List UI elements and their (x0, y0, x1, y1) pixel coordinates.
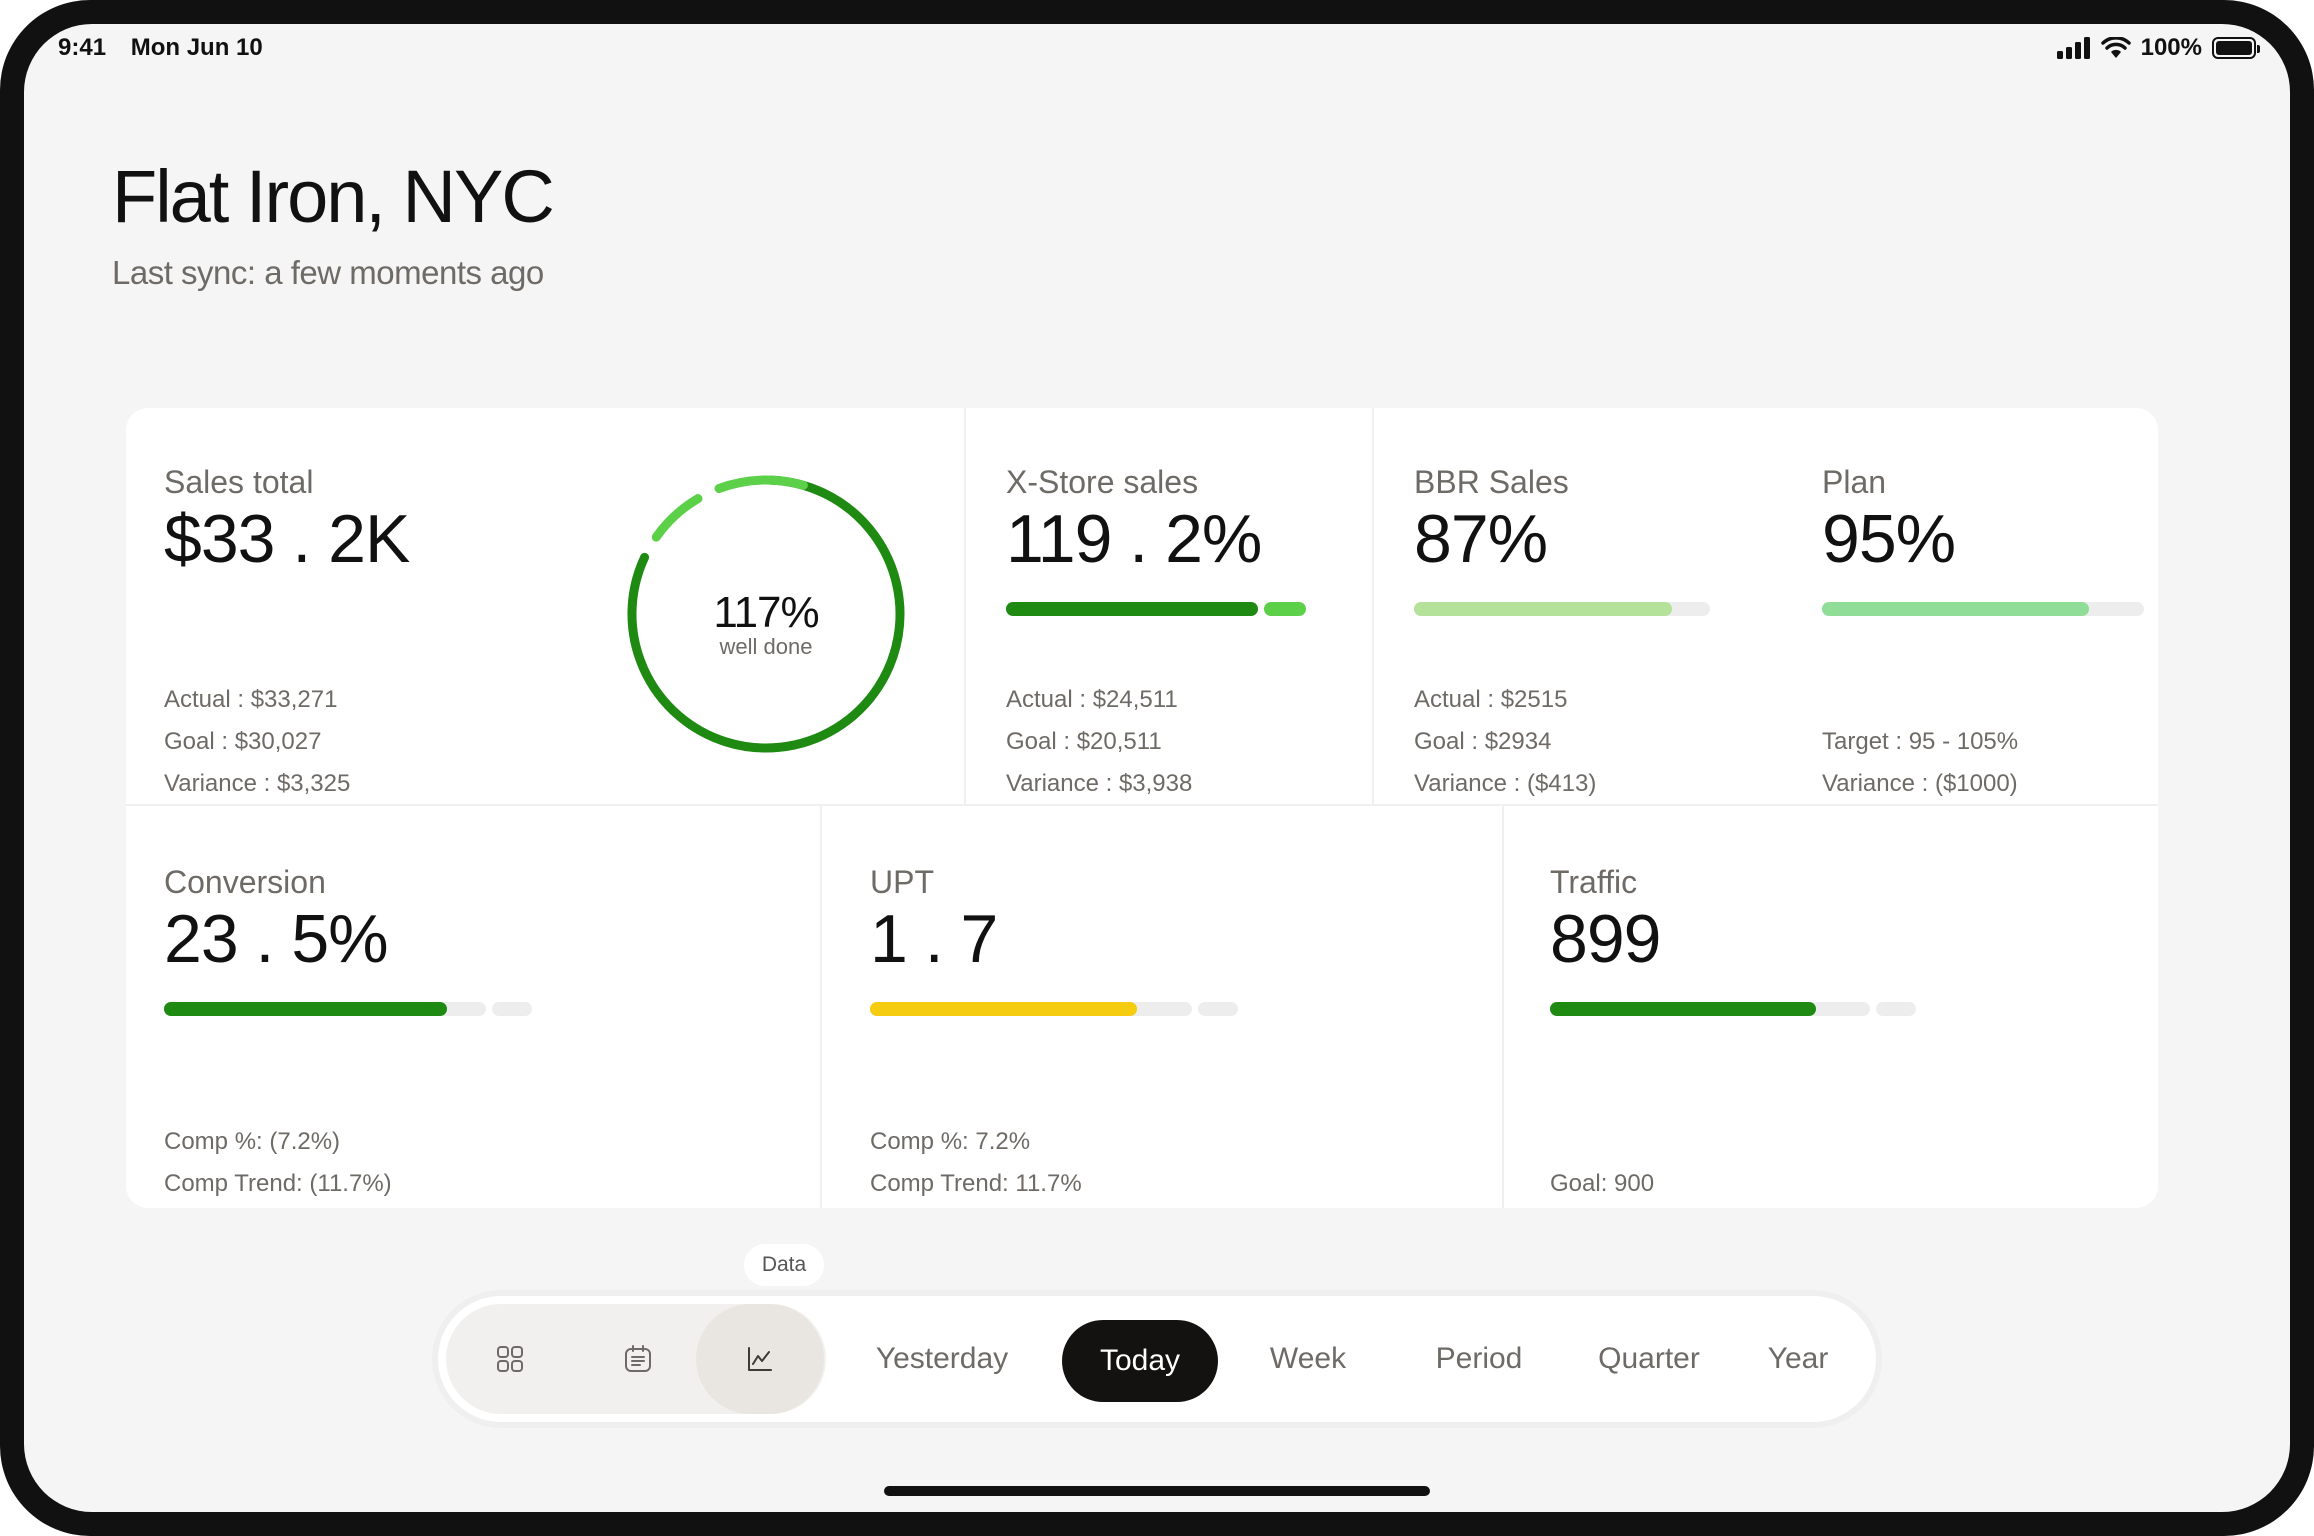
metric-variance: Variance : ($413) (1414, 770, 1597, 797)
screen: 9:41 Mon Jun 10 100% Flat Iron, (24, 24, 2290, 1512)
progress-bar-fill (1822, 602, 2090, 616)
wifi-icon (2100, 37, 2131, 58)
metric-value: 119 . 2% (1006, 501, 1262, 577)
tab-today[interactable]: Today (1062, 1320, 1218, 1402)
progress-bar-track-segment (1198, 1002, 1238, 1016)
divider (1502, 806, 1504, 1208)
metric-comp-trend: Comp Trend: (11.7%) (164, 1170, 392, 1197)
calendar-view-button[interactable] (574, 1304, 702, 1414)
view-switcher (446, 1304, 826, 1414)
grid-view-button[interactable] (446, 1304, 574, 1414)
progress-bar-fill (164, 1002, 448, 1016)
status-date: Mon Jun 10 (130, 34, 263, 61)
metric-value: 23 . 5% (164, 901, 389, 977)
metric-variance: Variance : ($1000) (1822, 770, 2018, 797)
metric-actual: Actual : $33,271 (164, 686, 338, 713)
ring-label: 117% well done (646, 588, 886, 660)
progress-bar-track (1414, 602, 1710, 616)
cellular-signal-icon (2056, 37, 2090, 59)
tab-year[interactable]: Year (1767, 1342, 1829, 1375)
battery-icon (2212, 37, 2260, 59)
line-chart-icon (748, 1347, 772, 1371)
ring-arc (627, 475, 905, 753)
metric-comp: Comp %: 7.2% (870, 1128, 1031, 1155)
progress-bar-fill (870, 1002, 1138, 1016)
metric-actual: Actual : $24,511 (1006, 686, 1178, 713)
metric-goal: Goal : $20,511 (1006, 728, 1162, 755)
progress-bar-fill (1550, 1002, 1816, 1016)
tab-period[interactable]: Period (1435, 1342, 1523, 1375)
metric-value: $33 . 2K (164, 501, 410, 577)
tab-quarter[interactable]: Quarter (1598, 1342, 1700, 1375)
ring-overflow-segment (651, 494, 703, 542)
page-title: Flat Iron, NYC (112, 155, 555, 238)
tab-week[interactable]: Week (1269, 1342, 1347, 1375)
progress-bar-track-segment (492, 1002, 532, 1016)
metric-value: 95% (1822, 501, 1956, 577)
divider (1372, 408, 1374, 804)
metric-comp: Comp %: (7.2%) (164, 1128, 341, 1155)
metric-value: 1 . 7 (870, 901, 998, 977)
metric-variance: Variance : $3,325 (164, 770, 351, 797)
metrics-card: Sales total $33 . 2K Actual : $33,271 Go… (126, 408, 2158, 1208)
progress-bar-overflow (1263, 602, 1306, 616)
metric-label: BBR Sales (1414, 464, 1569, 500)
status-bar: 9:41 Mon Jun 10 100% (24, 24, 2290, 94)
metric-actual: Actual : $2515 (1414, 686, 1568, 713)
ring-percent: 117% (713, 588, 819, 637)
calendar-list-icon (625, 1345, 651, 1372)
metric-comp-trend: Comp Trend: 11.7% (870, 1170, 1082, 1197)
metric-goal: Goal: 900 (1550, 1170, 1655, 1197)
progress-bar-fill (1006, 602, 1258, 616)
battery-percent: 100% (2140, 34, 2202, 61)
data-view-button[interactable] (696, 1304, 824, 1414)
metric-value: 87% (1414, 501, 1548, 577)
metric-value: 899 (1550, 901, 1661, 977)
metric-target: Target : 95 - 105% (1822, 728, 2019, 755)
progress-ring (627, 475, 905, 753)
divider (964, 408, 966, 804)
metric-label: X-Store sales (1006, 464, 1199, 500)
metric-label: Traffic (1550, 864, 1638, 900)
grid-icon (497, 1346, 523, 1372)
metric-label: Plan (1822, 464, 1887, 500)
ring-overflow-segment (714, 475, 808, 493)
metric-label: UPT (870, 864, 934, 900)
progress-bar-fill (1414, 602, 1672, 616)
data-tooltip: Data (744, 1244, 824, 1286)
metric-label: Conversion (164, 864, 326, 900)
metric-label: Sales total (164, 464, 314, 500)
progress-bar-track-segment (1876, 1002, 1916, 1016)
tab-yesterday[interactable]: Yesterday (875, 1342, 1009, 1375)
bottom-tab-bar: Yesterday Today Week Period Quarter Year (438, 1296, 1876, 1422)
divider (820, 806, 822, 1208)
status-indicators: 100% (2056, 34, 2260, 62)
status-time: 9:41 (58, 34, 107, 61)
last-sync-text: Last sync: a few moments ago (112, 254, 544, 291)
progress-bar-track (1550, 1002, 1870, 1016)
metric-goal: Goal : $2934 (1414, 728, 1552, 755)
progress-bar-track (1822, 602, 2144, 616)
metric-goal: Goal : $30,027 (164, 728, 322, 755)
metric-variance: Variance : $3,938 (1006, 770, 1193, 797)
progress-bar-track (164, 1002, 486, 1016)
divider (126, 804, 2158, 806)
ring-subtext: well done (719, 634, 813, 659)
status-time-date: 9:41 Mon Jun 10 (58, 34, 281, 62)
progress-bar-track (870, 1002, 1192, 1016)
home-indicator (884, 1486, 1430, 1496)
